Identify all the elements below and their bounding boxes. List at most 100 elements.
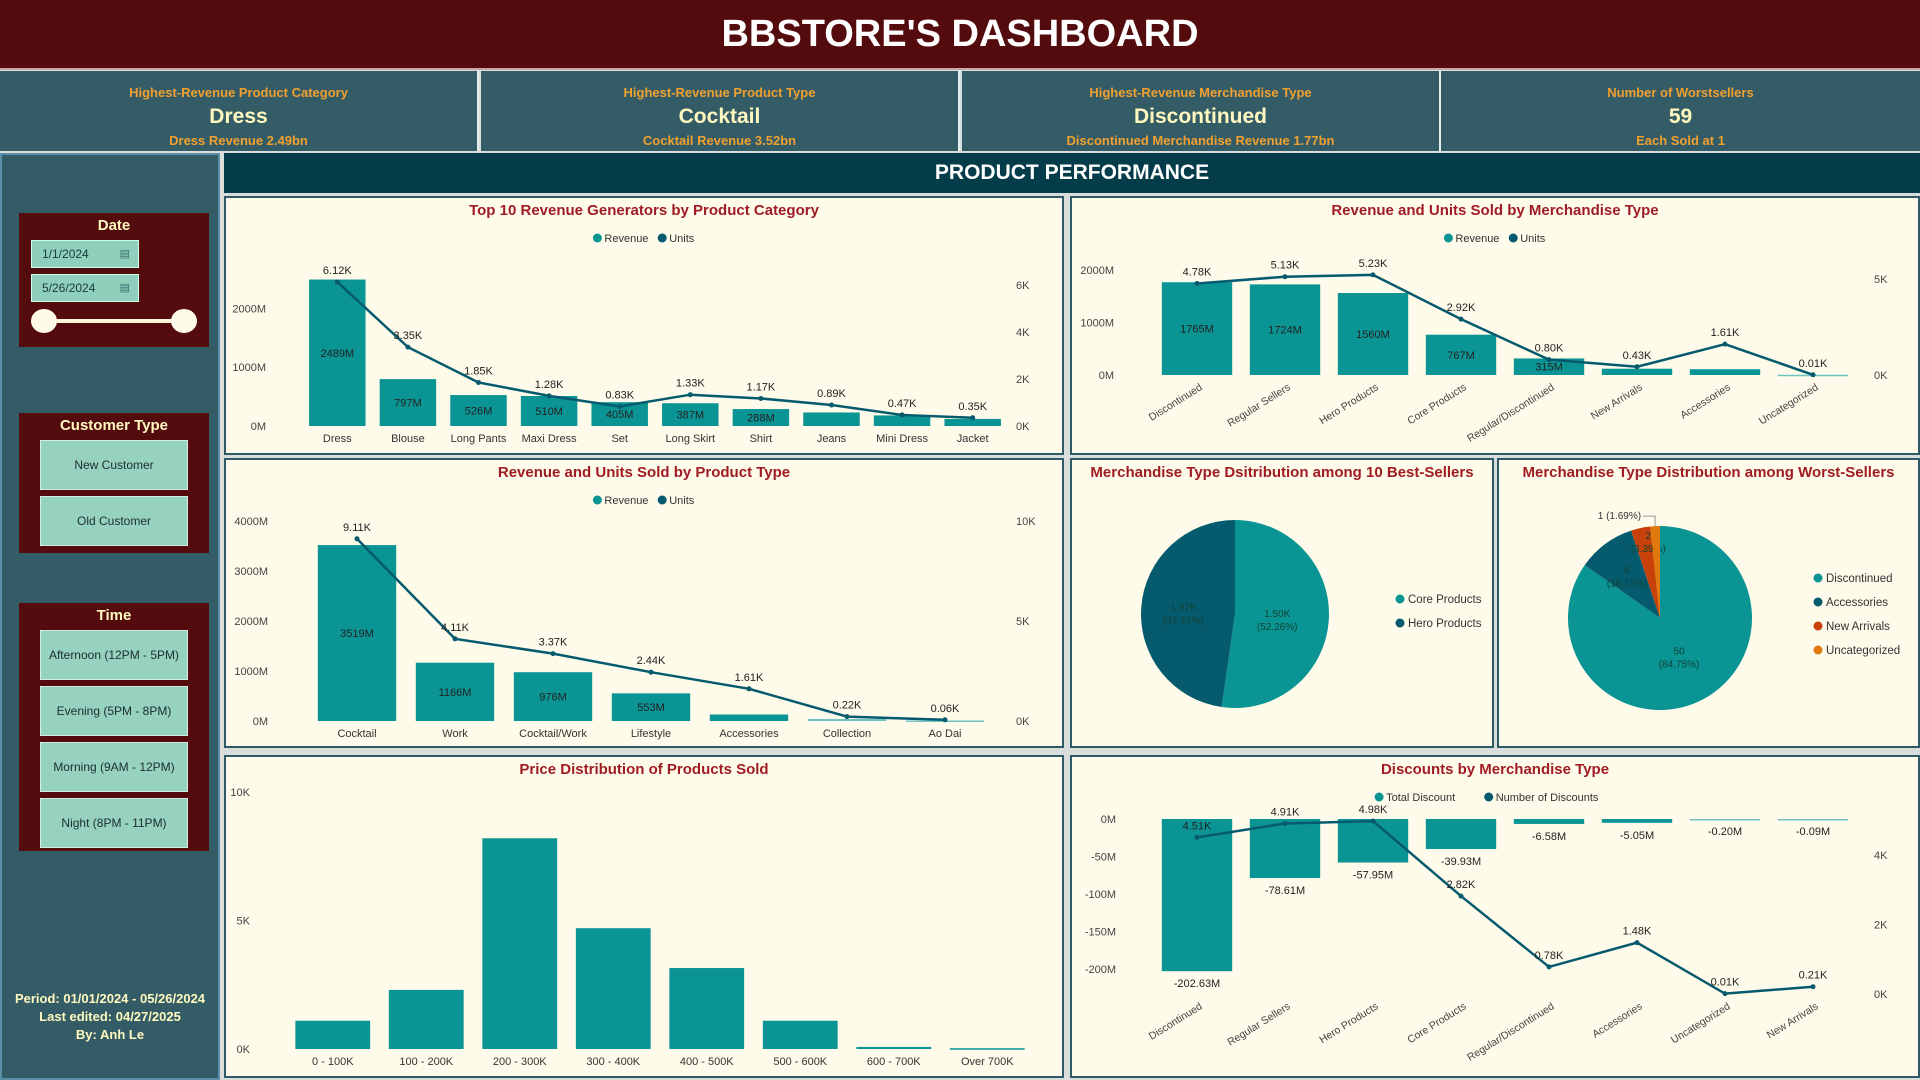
bar-label: 315M	[1535, 362, 1563, 374]
kpi-label: Highest-Revenue Product Type	[623, 85, 816, 100]
chart-title: Discounts by Merchandise Type	[1380, 761, 1610, 778]
line-label: 3.35K	[394, 330, 423, 342]
line-point	[1722, 341, 1728, 347]
y-left-tick: 0M	[251, 421, 266, 433]
bar-label: -5.05M	[1620, 830, 1654, 842]
bar-label: -57.95M	[1353, 870, 1393, 882]
bar-label: 387M	[677, 410, 705, 422]
line-label: 2.92K	[1447, 302, 1476, 314]
bar-label: 1724M	[1268, 325, 1302, 337]
bar	[513, 672, 593, 721]
kpi-sub: Each Sold at 1	[1636, 133, 1725, 148]
slice-percent: (47.74%)	[1163, 615, 1204, 626]
line-point	[648, 669, 654, 675]
bar-label: 526M	[465, 406, 493, 418]
kpi-sub: Cocktail Revenue 3.52bn	[642, 133, 797, 148]
x-tick: Blouse	[391, 433, 425, 445]
line-label: 4.98K	[1359, 804, 1388, 816]
end-date-input[interactable]: 5/26/2024 ▤	[31, 274, 139, 302]
line-point	[1810, 984, 1816, 990]
option-evening[interactable]: Evening (5PM - 8PM)	[40, 686, 188, 736]
bar	[1425, 334, 1497, 375]
line-label: 1.17K	[747, 381, 776, 393]
bar	[732, 409, 790, 426]
line-label: 0.06K	[931, 703, 960, 715]
customer-type-title: Customer Type	[59, 417, 169, 434]
chart-price-distribution: Price Distribution of Products Sold 0K 5K 1…	[224, 755, 1064, 1078]
legend-marker	[657, 495, 667, 505]
line-point	[546, 393, 552, 399]
x-tick: 300 - 400K	[586, 1056, 640, 1068]
last-edited-text: Last edited: 04/27/2025	[39, 1009, 181, 1024]
bar-label: 1560M	[1356, 329, 1390, 341]
y-left-tick: 5K	[237, 916, 251, 928]
line-point	[1810, 372, 1816, 378]
line-label: 1.33K	[676, 378, 705, 390]
bar	[1161, 819, 1233, 972]
line-point	[1634, 364, 1640, 370]
x-tick: Uncategorized	[1669, 1000, 1733, 1046]
time-slicer: Time Afternoon (12PM - 5PM) Evening (5PM…	[19, 603, 209, 851]
pie-slice	[1221, 520, 1329, 708]
slider-end-handle[interactable]	[171, 309, 197, 333]
line-point	[1282, 274, 1288, 280]
x-tick: Cocktail	[337, 728, 376, 740]
legend-marker	[1484, 792, 1494, 802]
line-label: 2.44K	[637, 655, 666, 667]
option-afternoon[interactable]: Afternoon (12PM - 5PM)	[40, 630, 188, 680]
date-range-slider[interactable]	[31, 306, 197, 336]
slice-value: 1.37K	[1170, 602, 1196, 613]
option-new-customer[interactable]: New Customer	[40, 440, 188, 490]
x-tick: Work	[442, 728, 468, 740]
chart-title: Merchandise Type Dsitribution among 10 B…	[1090, 464, 1474, 481]
report-footer: Period: 01/01/2024 - 05/26/2024 Last edi…	[2, 990, 218, 1044]
bar	[1777, 819, 1849, 821]
slider-track	[45, 319, 183, 323]
calendar-icon[interactable]: ▤	[119, 248, 130, 260]
x-tick: Accessories	[1590, 1000, 1644, 1040]
x-tick: 100 - 200K	[399, 1056, 453, 1068]
legend-marker	[1395, 594, 1405, 604]
line-label: 0.22K	[833, 700, 862, 712]
x-tick: Cocktail/Work	[519, 728, 587, 740]
y-left-tick: 2000M	[232, 303, 266, 315]
y-left-tick: 3000M	[234, 566, 268, 578]
bar	[807, 719, 887, 721]
bar-label: 3519M	[340, 628, 374, 640]
line-point	[687, 392, 693, 398]
legend-label: Revenue	[604, 233, 648, 245]
option-morning[interactable]: Morning (9AM - 12PM)	[40, 742, 188, 792]
kpi-top-type: Highest-Revenue Product Type Cocktail Cock…	[481, 71, 960, 151]
bar-label: -0.20M	[1708, 826, 1742, 838]
legend-marker	[1508, 233, 1518, 243]
line-label: 4.91K	[1271, 807, 1300, 819]
x-tick: Mini Dress	[876, 433, 928, 445]
line-point	[334, 279, 340, 285]
legend-label: Number of Discounts	[1496, 792, 1599, 804]
y-left-tick: 0M	[1101, 814, 1116, 826]
y-left-tick: -200M	[1085, 964, 1116, 976]
line-label: 0.80K	[1535, 343, 1564, 355]
bar	[856, 1046, 932, 1049]
start-date-input[interactable]: 1/1/2024 ▤	[31, 240, 139, 268]
line-label: 0.83K	[605, 389, 634, 401]
bar-label: -0.09M	[1796, 826, 1830, 838]
chart-revenue-by-category: Top 10 Revenue Generators by Product Cat…	[224, 196, 1064, 455]
kpi-top-merch: Highest-Revenue Merchandise Type Disconti…	[962, 71, 1441, 151]
pie-slice	[1650, 526, 1660, 618]
line-label: 0.35K	[958, 401, 987, 413]
line-point	[1370, 818, 1376, 824]
slider-start-handle[interactable]	[31, 309, 57, 333]
line-label: 0.21K	[1799, 970, 1828, 982]
kpi-value: 59	[1668, 105, 1693, 128]
chart-best-sellers-pie: Merchandise Type Dsitribution among 10 B…	[1070, 458, 1494, 748]
chart-title: Revenue and Units Sold by Product Type	[497, 464, 791, 481]
option-old-customer[interactable]: Old Customer	[40, 496, 188, 546]
bar	[1689, 819, 1761, 821]
bar	[803, 412, 860, 426]
option-night[interactable]: Night (8PM - 11PM)	[40, 798, 188, 848]
kpi-label: Highest-Revenue Merchandise Type	[1089, 85, 1312, 100]
y-right-tick: 10K	[1016, 516, 1036, 528]
calendar-icon[interactable]: ▤	[119, 282, 130, 294]
legend-label: Total Discount	[1386, 792, 1455, 804]
